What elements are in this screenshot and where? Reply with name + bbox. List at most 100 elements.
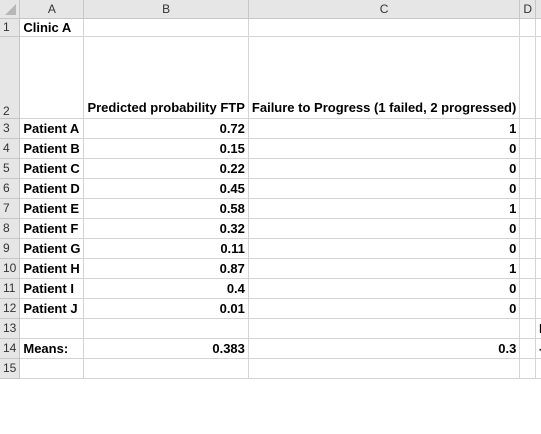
cell-c[interactable]: 0 <box>248 278 521 299</box>
cell-b[interactable] <box>83 18 249 37</box>
row-header[interactable]: 7 <box>0 198 21 219</box>
cell-c[interactable]: 1 <box>248 258 521 279</box>
cell-c[interactable] <box>248 18 521 37</box>
cell-a[interactable]: Patient E <box>19 198 85 219</box>
cell-c[interactable]: 0 <box>248 178 521 199</box>
cell-b[interactable]: Predicted probability FTP <box>83 36 249 119</box>
row-header[interactable]: 14 <box>0 338 21 359</box>
cell-e[interactable] <box>535 158 541 179</box>
row-header[interactable]: 2 <box>0 36 21 119</box>
cell-a[interactable]: Means: <box>19 338 85 359</box>
cell-d[interactable] <box>519 278 536 299</box>
column-header-d[interactable]: D <box>519 0 536 19</box>
cell-e[interactable]: -0.083 <box>535 338 541 359</box>
cell-e[interactable] <box>535 278 541 299</box>
cell-b[interactable]: 0.4 <box>83 278 249 299</box>
cell-e[interactable] <box>535 118 541 139</box>
cell-a[interactable] <box>19 36 85 119</box>
cell-b[interactable] <box>83 358 249 379</box>
cell-d[interactable] <box>519 218 536 239</box>
cell-c[interactable]: 0 <box>248 298 521 319</box>
row-header[interactable]: 4 <box>0 138 21 159</box>
sheet-row: 2 Predicted probability FTP Failure to Pro… <box>0 36 541 119</box>
cell-b[interactable]: 0.01 <box>83 298 249 319</box>
row-header[interactable]: 5 <box>0 158 21 179</box>
cell-a[interactable]: Patient G <box>19 238 85 259</box>
cell-c[interactable]: Failure to Progress (1 failed, 2 progres… <box>248 36 521 119</box>
cell-a[interactable] <box>19 358 85 379</box>
cell-c[interactable]: 0.3 <box>248 338 521 359</box>
cell-c[interactable] <box>248 358 521 379</box>
row-header[interactable]: 12 <box>0 298 21 319</box>
cell-a[interactable]: Patient J <box>19 298 85 319</box>
cell-e[interactable] <box>535 138 541 159</box>
cell-e[interactable]: Diff <box>535 318 541 339</box>
cell-d[interactable] <box>519 258 536 279</box>
cell-d[interactable] <box>519 238 536 259</box>
cell-b[interactable]: 0.87 <box>83 258 249 279</box>
cell-e[interactable] <box>535 36 541 119</box>
column-header-b[interactable]: B <box>83 0 249 19</box>
cell-b[interactable]: 0.58 <box>83 198 249 219</box>
row-header[interactable]: 11 <box>0 278 21 299</box>
cell-e[interactable] <box>535 178 541 199</box>
cell-c[interactable]: 0 <box>248 158 521 179</box>
cell-a[interactable]: Patient A <box>19 118 85 139</box>
cell-d[interactable] <box>519 158 536 179</box>
cell-e[interactable] <box>535 218 541 239</box>
cell-d[interactable] <box>519 18 536 37</box>
cell-b[interactable] <box>83 318 249 339</box>
cell-c[interactable]: 1 <box>248 198 521 219</box>
cell-b[interactable]: 0.32 <box>83 218 249 239</box>
cell-d[interactable] <box>519 138 536 159</box>
cell-c[interactable]: 0 <box>248 218 521 239</box>
cell-a[interactable]: Patient I <box>19 278 85 299</box>
cell-b[interactable]: 0.383 <box>83 338 249 359</box>
cell-d[interactable] <box>519 358 536 379</box>
sheet-row: 4 Patient B 0.15 0 <box>0 138 541 159</box>
row-header[interactable]: 13 <box>0 318 21 339</box>
cell-b[interactable]: 0.45 <box>83 178 249 199</box>
cell-d[interactable] <box>519 318 536 339</box>
cell-a[interactable]: Patient F <box>19 218 85 239</box>
cell-e[interactable] <box>535 258 541 279</box>
cell-d[interactable] <box>519 36 536 119</box>
cell-b[interactable]: 0.15 <box>83 138 249 159</box>
cell-c[interactable]: 0 <box>248 138 521 159</box>
cell-a[interactable]: Patient B <box>19 138 85 159</box>
cell-c[interactable]: 1 <box>248 118 521 139</box>
cell-d[interactable] <box>519 118 536 139</box>
cell-e[interactable] <box>535 198 541 219</box>
cell-e[interactable] <box>535 238 541 259</box>
row-header[interactable]: 15 <box>0 358 21 379</box>
cell-a[interactable]: Patient C <box>19 158 85 179</box>
cell-d[interactable] <box>519 298 536 319</box>
row-header[interactable]: 8 <box>0 218 21 239</box>
cell-a[interactable]: Patient H <box>19 258 85 279</box>
cell-c[interactable]: 0 <box>248 238 521 259</box>
row-header[interactable]: 3 <box>0 118 21 139</box>
cell-b[interactable]: 0.22 <box>83 158 249 179</box>
cell-a[interactable]: Patient D <box>19 178 85 199</box>
select-all-corner[interactable] <box>0 0 21 19</box>
column-header-e[interactable]: E <box>535 0 541 19</box>
cell-e[interactable] <box>535 358 541 379</box>
cell-b[interactable]: 0.72 <box>83 118 249 139</box>
cell-c[interactable] <box>248 318 521 339</box>
cell-e[interactable] <box>535 298 541 319</box>
column-header-a[interactable]: A <box>19 0 85 19</box>
row-header[interactable]: 10 <box>0 258 21 279</box>
row-header[interactable]: 1 <box>0 18 21 37</box>
cell-b[interactable]: 0.11 <box>83 238 249 259</box>
row-header[interactable]: 6 <box>0 178 21 199</box>
cell-d[interactable] <box>519 178 536 199</box>
cell-d[interactable] <box>519 198 536 219</box>
cell-e[interactable] <box>535 18 541 37</box>
column-header-c[interactable]: C <box>248 0 521 19</box>
cell-a[interactable] <box>19 318 85 339</box>
cell-a[interactable]: Clinic A <box>19 18 85 37</box>
sheet-row: 11 Patient I 0.4 0 <box>0 278 541 299</box>
row-header[interactable]: 9 <box>0 238 21 259</box>
cell-d[interactable] <box>519 338 536 359</box>
